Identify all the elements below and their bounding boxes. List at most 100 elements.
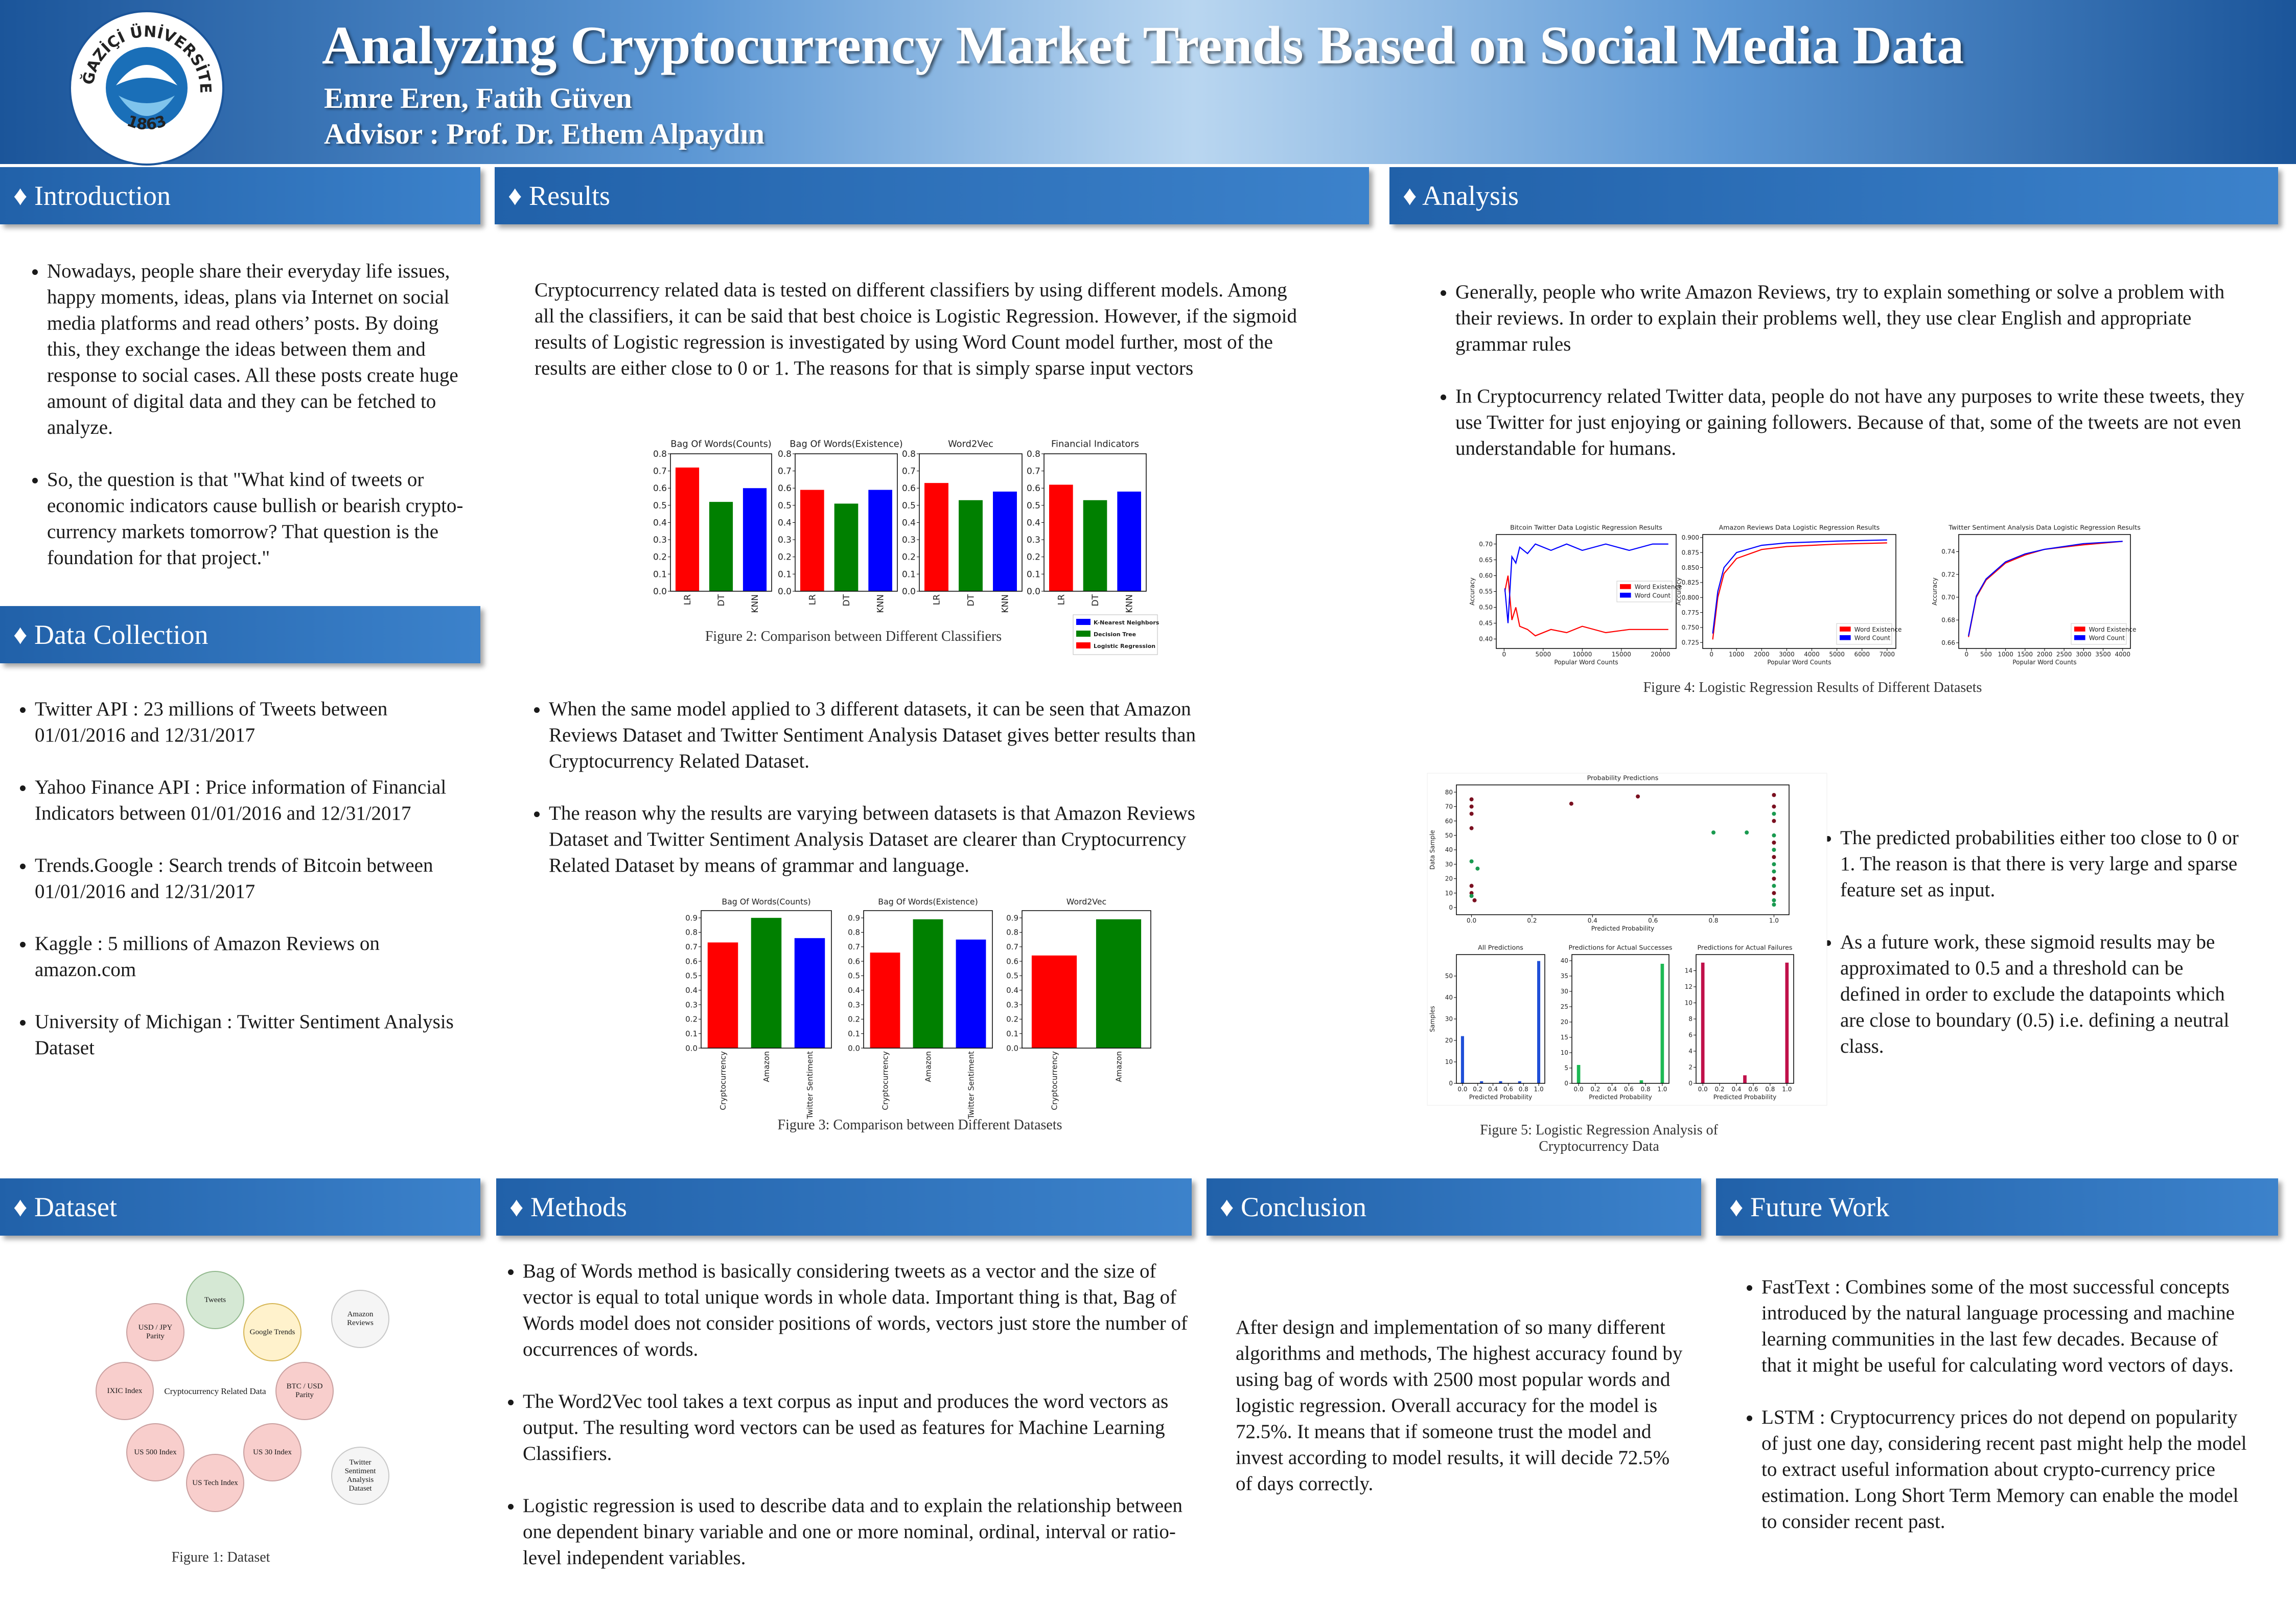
bullet: Kaggle : 5 millions of Amazon Reviews on… <box>35 931 476 983</box>
bar <box>709 502 733 591</box>
y-tick-label: 20 <box>1445 1037 1453 1044</box>
bar <box>675 467 700 591</box>
legend-swatch <box>1840 627 1851 632</box>
line <box>1968 541 2123 636</box>
bar <box>956 939 986 1048</box>
diagram-node: US Tech Index <box>186 1454 244 1512</box>
y-tick-label: 0.8 <box>848 928 860 937</box>
y-tick-label: 0.875 <box>1682 549 1699 556</box>
point <box>1772 848 1776 852</box>
bar <box>1049 484 1073 591</box>
bullet-list: FastText : Combines some of the most suc… <box>1734 1274 2250 1561</box>
y-tick-label: 8 <box>1688 1015 1692 1023</box>
bullet: Yahoo Finance API : Price information of… <box>35 774 476 826</box>
y-tick-label: 0.3 <box>1006 1000 1018 1009</box>
y-tick-label: 0.9 <box>848 913 860 922</box>
point <box>1772 819 1776 823</box>
bar <box>868 490 892 591</box>
list: FastText : Combines some of the most suc… <box>1734 1274 2250 1535</box>
y-tick-label: 0 <box>1564 1080 1568 1087</box>
x-tick-label: 0.4 <box>1607 1086 1617 1093</box>
y-tick-label: 0.3 <box>653 535 667 545</box>
point <box>1772 891 1776 895</box>
x-tick-label: 10000 <box>1572 651 1592 658</box>
plot-frame <box>1571 954 1669 1084</box>
x-tick-label: LR <box>807 594 818 605</box>
x-tick-label: 0.8 <box>1641 1086 1651 1093</box>
x-tick-label: 5000 <box>1536 651 1551 658</box>
bar <box>870 953 900 1048</box>
legend-swatch <box>1076 619 1091 625</box>
bullet: The predicted probabilities either too c… <box>1840 825 2247 903</box>
bullet-list: The predicted probabilities either too c… <box>1813 825 2247 1085</box>
point <box>1469 804 1474 809</box>
y-tick-label: 0.45 <box>1479 620 1493 627</box>
point <box>1772 811 1776 816</box>
x-tick-label: 500 <box>1980 651 1992 658</box>
bar <box>1785 962 1789 1083</box>
y-tick-label: 4 <box>1688 1048 1692 1055</box>
line <box>1504 543 1668 623</box>
chart-title: Word2Vec <box>948 438 993 449</box>
legend-label: Word Count <box>2089 635 2125 642</box>
diagram-node: US 30 Index <box>243 1423 302 1481</box>
legend-label: Word Count <box>1635 592 1671 599</box>
bar <box>794 938 825 1048</box>
point <box>1772 804 1776 809</box>
x-tick-label: 0.0 <box>1574 1086 1584 1093</box>
legend-label: Word Existence <box>1854 626 1902 633</box>
point <box>1772 902 1776 907</box>
point <box>1469 891 1474 895</box>
plot-frame <box>1702 534 1896 649</box>
x-tick-label: 2500 <box>2056 651 2072 658</box>
y-tick-label: 0.6 <box>653 483 667 494</box>
legend-box <box>1073 614 1158 655</box>
y-tick-label: 0.40 <box>1479 636 1493 643</box>
x-axis-label: Predicted Probability <box>1713 1094 1777 1101</box>
bar <box>1660 964 1664 1083</box>
y-tick-label: 0.70 <box>1941 594 1955 601</box>
paragraph: Cryptocurrency related data is tested on… <box>535 279 1297 379</box>
y-tick-label: 6 <box>1688 1032 1692 1039</box>
chart-title: Bitcoin Twitter Data Logistic Regression… <box>1510 523 1662 531</box>
bar <box>1518 1081 1521 1083</box>
x-tick-label: Twitter Sentiment <box>966 1051 976 1120</box>
plot-frame <box>1022 910 1151 1049</box>
bullet: LSTM : Cryptocurrency prices do not depe… <box>1761 1404 2250 1535</box>
poster-title: Analyzing Cryptocurrency Market Trends B… <box>322 15 1964 75</box>
point <box>1772 869 1776 874</box>
bullet: Nowadays, people share their everyday li… <box>47 258 476 440</box>
section-heading: ♦ Introduction <box>0 167 480 224</box>
y-tick-label: 20 <box>1561 1018 1568 1026</box>
list: When the same model applied to 3 differe… <box>521 696 1242 878</box>
plot-frame <box>1958 534 2131 649</box>
line <box>1504 575 1668 637</box>
y-tick-label: 0.0 <box>778 587 792 597</box>
x-tick-label: 0.8 <box>1765 1086 1775 1093</box>
y-axis-label: Accuracy <box>1675 577 1682 606</box>
figure-caption: Figure 3: Comparison between Different D… <box>777 1117 1062 1133</box>
legend-swatch <box>1620 592 1631 598</box>
x-tick-label: 0.4 <box>1488 1086 1498 1093</box>
figure-caption: Figure 2: Comparison between Different C… <box>705 629 1002 644</box>
bullet: Generally, people who write Amazon Revie… <box>1455 279 2245 357</box>
y-tick-label: 0.6 <box>1027 483 1040 494</box>
x-tick-label: 0.6 <box>1503 1086 1513 1093</box>
point <box>1636 794 1640 799</box>
y-tick-label: 0.1 <box>902 569 916 579</box>
y-tick-label: 0.4 <box>902 518 916 528</box>
x-tick-label: 0.6 <box>1624 1086 1634 1093</box>
diagram-node: Twitter Sentiment Analysis Dataset <box>331 1447 389 1505</box>
x-tick-label: 2000 <box>2037 651 2053 658</box>
section-heading: ♦ Future Work <box>1716 1178 2278 1236</box>
bullet: In Cryptocurrency related Twitter data, … <box>1455 383 2245 461</box>
y-tick-label: 0.2 <box>902 552 916 563</box>
x-tick-label: 0.8 <box>1708 917 1718 924</box>
x-tick-label: 0.8 <box>1519 1086 1528 1093</box>
x-tick-label: 0.2 <box>1473 1086 1482 1093</box>
x-tick-label: 0.2 <box>1715 1086 1725 1093</box>
x-tick-label: 3000 <box>1779 651 1795 658</box>
bar <box>1537 961 1541 1083</box>
point <box>1745 830 1749 835</box>
